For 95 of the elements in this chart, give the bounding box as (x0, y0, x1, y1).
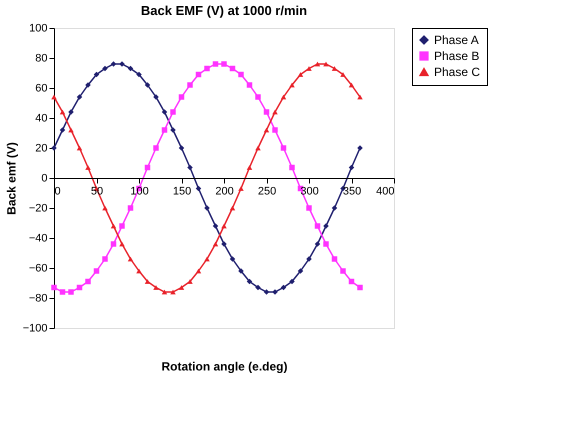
y-tick-label: −40 (28, 232, 48, 244)
point (323, 62, 329, 66)
point (280, 284, 286, 290)
point (238, 268, 244, 274)
point (357, 145, 363, 151)
point (162, 290, 168, 294)
legend-label: Phase C (434, 65, 480, 79)
y-tick-label: 20 (35, 142, 48, 154)
x-tick-label: 200 (215, 186, 234, 198)
point (272, 289, 278, 295)
chart-title: Back EMF (V) at 1000 r/min (140, 3, 308, 18)
point (332, 66, 338, 71)
point (162, 109, 168, 115)
point (102, 66, 108, 72)
point (212, 242, 218, 246)
y-tick-label: 40 (35, 112, 48, 124)
point (306, 66, 312, 71)
point (264, 128, 270, 132)
point (51, 145, 57, 151)
point (255, 146, 261, 150)
point (289, 278, 295, 284)
point (60, 110, 66, 114)
point (60, 127, 66, 133)
point (246, 165, 252, 170)
point (196, 268, 202, 274)
x-tick-label: 400 (376, 186, 394, 198)
y-tick-label: 80 (35, 52, 48, 64)
point (153, 285, 159, 290)
point (136, 72, 142, 78)
x-tick-label: 350 (342, 186, 362, 198)
point (230, 206, 236, 210)
y-tick-label: 0 (41, 172, 48, 184)
point (68, 128, 74, 132)
legend-label: Phase B (434, 49, 480, 63)
point (85, 165, 91, 170)
point (178, 145, 184, 151)
point (332, 205, 338, 211)
point (264, 289, 270, 295)
x-tick-label: 0 (54, 186, 61, 198)
point (212, 223, 218, 229)
point (51, 94, 57, 100)
y-axis-title: Back emf (V) (4, 142, 19, 215)
x-tick-label: 150 (172, 186, 192, 198)
point (119, 242, 125, 246)
point (128, 66, 134, 72)
legend-label: Phase A (434, 33, 479, 47)
point (119, 61, 125, 67)
point (306, 256, 312, 262)
point (221, 224, 227, 228)
point (314, 241, 320, 247)
point (314, 62, 320, 66)
point (230, 256, 236, 262)
point (196, 186, 202, 192)
point (272, 110, 278, 114)
point (85, 82, 91, 88)
point (170, 290, 176, 294)
point (110, 224, 116, 228)
point (204, 205, 210, 211)
point (357, 94, 363, 100)
y-tick-label: 60 (35, 82, 48, 94)
point (246, 278, 252, 284)
point (298, 268, 304, 274)
point (187, 164, 193, 170)
point (187, 279, 193, 284)
point (68, 109, 74, 115)
point (94, 72, 100, 78)
x-tick-label: 250 (258, 186, 276, 198)
point (170, 127, 176, 133)
x-axis-title: Rotation angle (e.deg) (162, 360, 288, 374)
point (144, 279, 150, 284)
y-tick-label: −60 (28, 262, 48, 274)
point (76, 146, 82, 150)
y-tick-label: −80 (28, 292, 48, 304)
point (128, 256, 134, 262)
y-tick-label: 100 (29, 22, 48, 34)
point (136, 268, 142, 274)
point (76, 94, 82, 100)
point (289, 82, 295, 88)
point (102, 206, 108, 210)
point (144, 82, 150, 88)
point (221, 241, 227, 247)
point (348, 82, 354, 88)
point (178, 285, 184, 290)
point (348, 164, 354, 170)
point (323, 223, 329, 229)
point (340, 72, 346, 77)
y-tick-label: −20 (28, 202, 48, 214)
point (255, 284, 261, 290)
point (280, 94, 286, 100)
point (153, 94, 159, 100)
point (238, 186, 244, 191)
point (204, 256, 210, 262)
point (298, 72, 304, 77)
y-tick-label: −100 (22, 322, 48, 334)
point (110, 61, 116, 67)
